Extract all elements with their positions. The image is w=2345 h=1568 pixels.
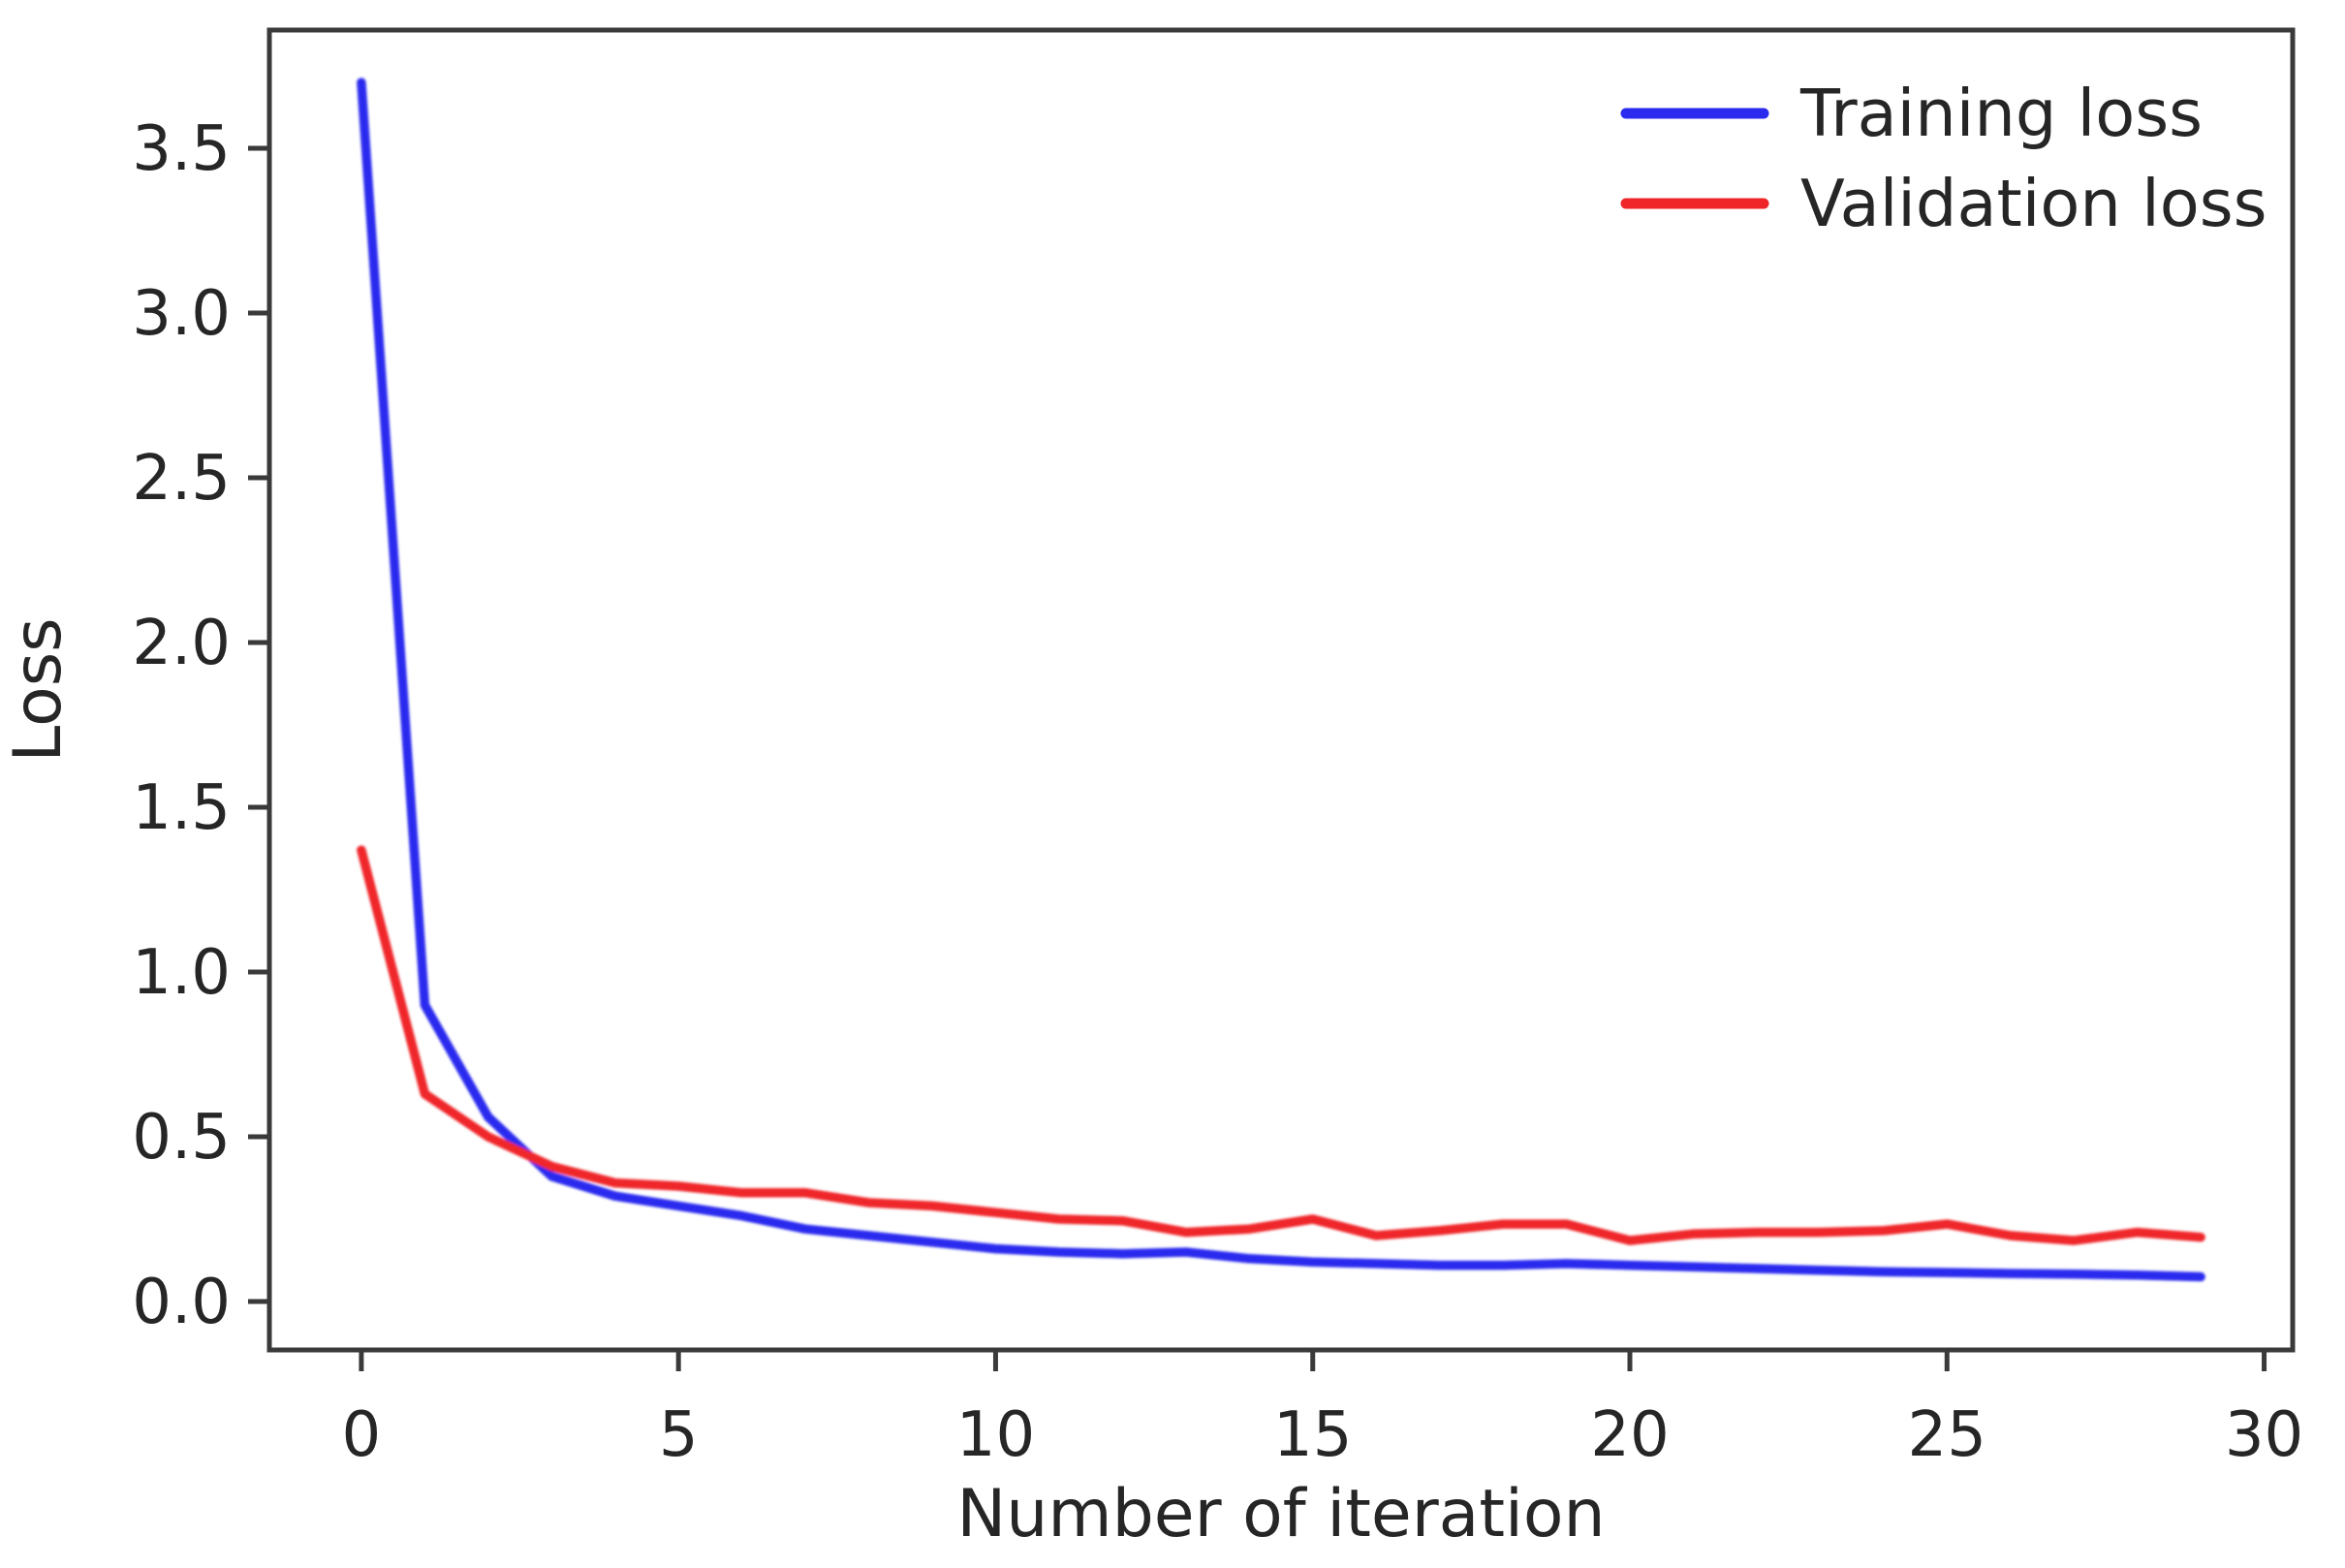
y-axis-label: Loss <box>0 617 77 762</box>
x-tick-label: 5 <box>659 1399 699 1471</box>
y-tick-label: 1.0 <box>132 937 231 1009</box>
x-tick-label: 0 <box>342 1399 382 1471</box>
x-tick-label: 15 <box>1273 1399 1352 1471</box>
legend-label-training: Training loss <box>1799 76 2203 151</box>
y-tick-label: 2.5 <box>132 443 231 515</box>
x-tick-label: 25 <box>1908 1399 1986 1471</box>
legend-label-validation: Validation loss <box>1800 166 2267 241</box>
y-tick-label: 3.0 <box>132 278 231 350</box>
y-tick-label: 1.5 <box>132 772 231 844</box>
x-tick-label: 10 <box>956 1399 1035 1471</box>
y-tick-label: 3.5 <box>132 113 231 185</box>
y-tick-label: 0.5 <box>132 1102 231 1174</box>
x-tick-label: 20 <box>1590 1399 1669 1471</box>
x-tick-label: 30 <box>2225 1399 2303 1471</box>
x-axis-label: Number of iteration <box>956 1476 1605 1552</box>
series-lines <box>357 78 2205 1282</box>
series-line-validation <box>357 845 2205 1245</box>
y-tick-label: 0.0 <box>132 1267 231 1338</box>
plot-border <box>266 27 2296 1353</box>
series-line-training <box>357 78 2205 1282</box>
y-tick-label: 2.0 <box>132 608 231 679</box>
